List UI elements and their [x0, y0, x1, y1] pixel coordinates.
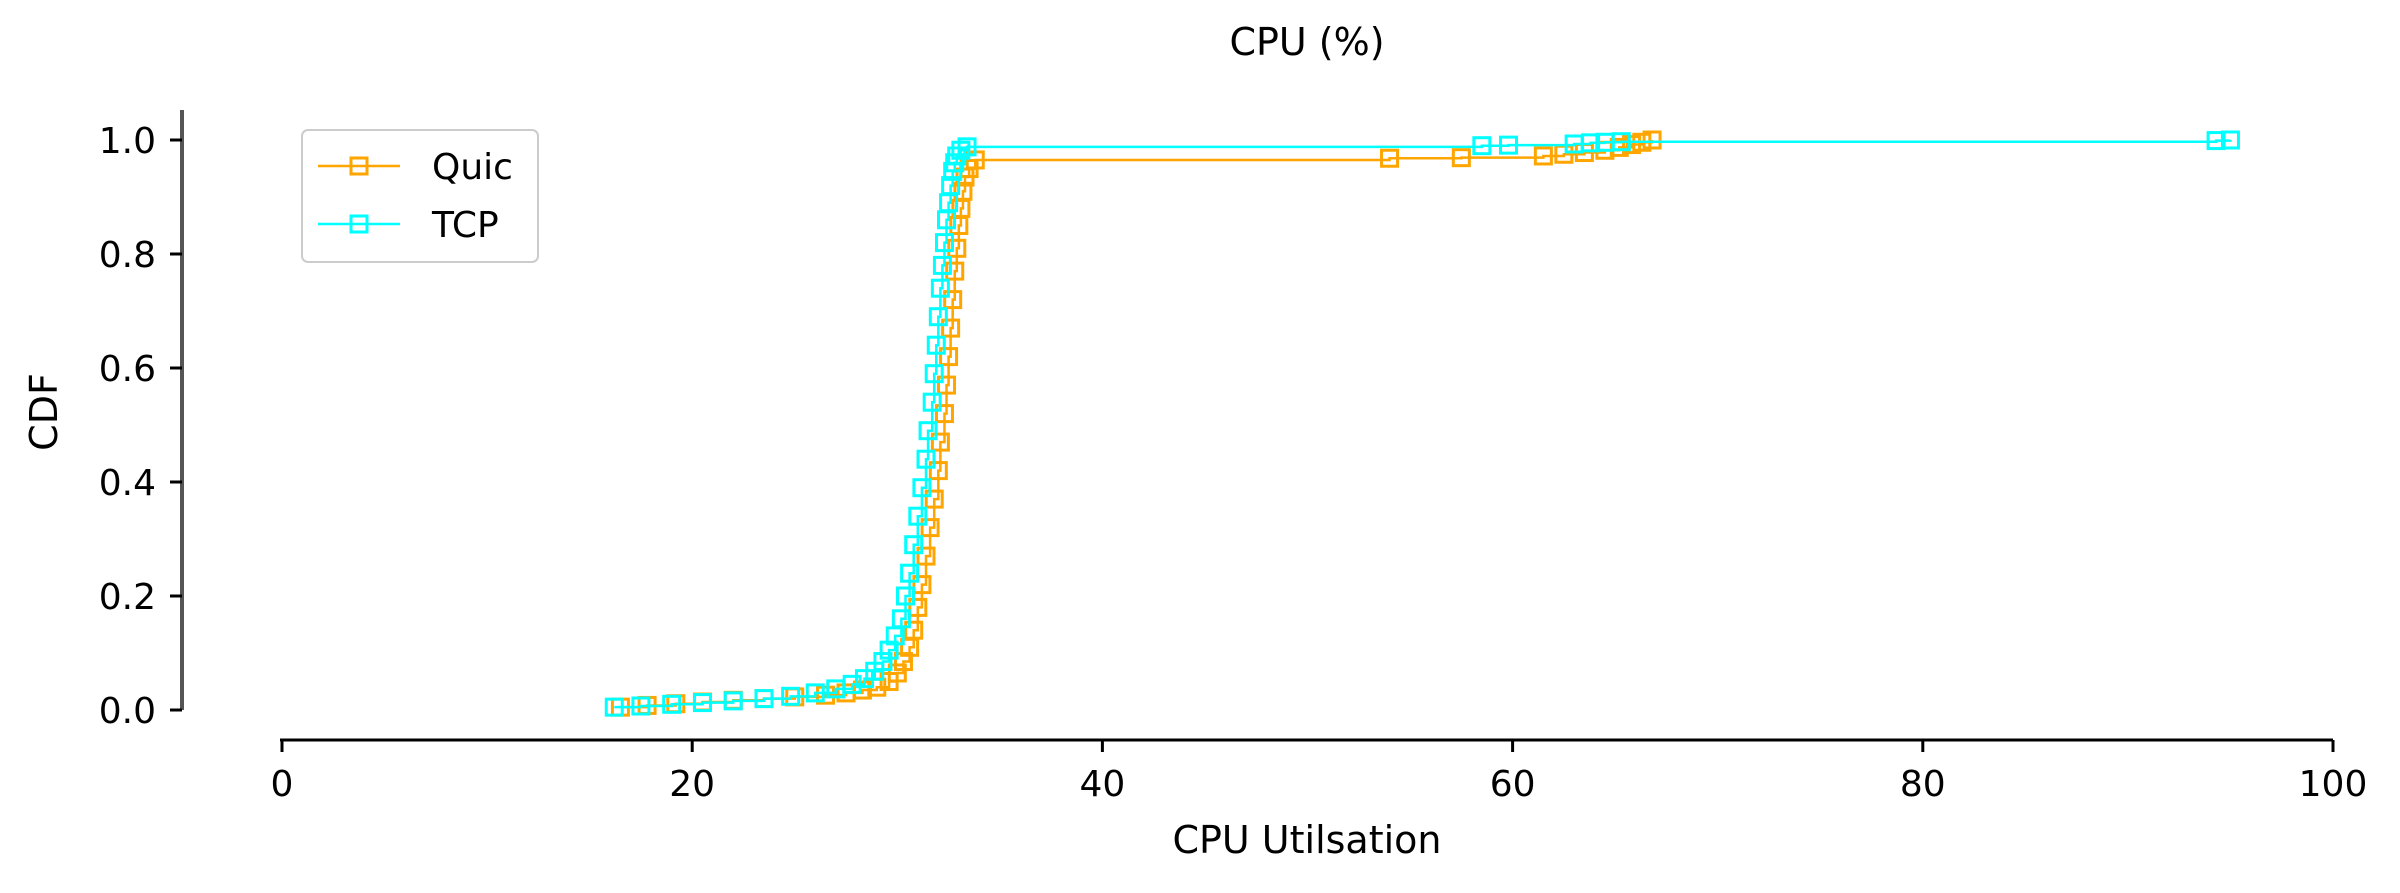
y-ticks: 0.0 0.2 0.4 0.6 0.8 1.0 — [99, 121, 182, 732]
data-point-quic — [937, 375, 957, 395]
data-point-tcp — [781, 686, 801, 706]
data-point-tcp — [1498, 135, 1518, 155]
x-axis-label: CPU Utilsation — [1172, 818, 1441, 862]
series-line-tcp — [614, 139, 2232, 709]
data-point-tcp — [2220, 130, 2240, 150]
data-point-tcp — [924, 364, 944, 384]
data-point-quic — [908, 597, 928, 617]
data-point-quic — [1451, 148, 1471, 168]
data-point-tcp — [842, 674, 862, 694]
data-point-tcp — [932, 255, 952, 275]
data-point-quic — [912, 575, 932, 595]
y-axis-label: CDF — [22, 373, 66, 451]
data-point-quic — [939, 347, 959, 367]
y-tick-label: 0.6 — [99, 349, 156, 390]
data-point-tcp — [908, 506, 928, 526]
data-point-quic — [852, 680, 872, 700]
data-point-tcp — [928, 307, 948, 327]
data-point-quic — [943, 290, 963, 310]
data-point-quic — [1642, 130, 1662, 150]
legend: Quic TCP — [301, 129, 539, 263]
legend-box — [301, 129, 539, 263]
data-point-tcp — [2206, 131, 2226, 151]
data-point-quic — [953, 181, 973, 201]
data-point-quic — [893, 652, 913, 672]
data-point-quic — [904, 620, 924, 640]
legend-marker-quic — [349, 156, 369, 176]
data-point-tcp — [922, 392, 942, 412]
data-point-tcp — [805, 683, 825, 703]
x-tick-label: 60 — [1490, 764, 1536, 805]
chart-title: CPU (%) — [1229, 20, 1384, 64]
data-point-quic — [920, 518, 940, 538]
data-point-quic — [930, 432, 950, 452]
data-point-tcp — [1611, 132, 1631, 152]
data-point-tcp — [900, 563, 920, 583]
x-ticks: 0 20 40 60 80 100 — [271, 740, 2368, 805]
data-point-quic — [1622, 135, 1642, 155]
data-point-quic — [887, 663, 907, 683]
data-point-tcp — [916, 449, 936, 469]
data-point-quic — [1609, 137, 1629, 157]
y-tick-label: 0.2 — [99, 577, 156, 618]
data-point-tcp — [918, 421, 938, 441]
data-point-tcp — [891, 609, 911, 629]
data-point-quic — [924, 489, 944, 509]
data-point-tcp — [951, 140, 971, 160]
data-point-quic — [1380, 148, 1400, 168]
series-line-quic — [620, 140, 1654, 709]
data-point-tcp — [879, 640, 899, 660]
x-tick-label: 0 — [271, 764, 294, 805]
x-tick-label: 80 — [1900, 764, 1946, 805]
data-point-tcp — [754, 689, 774, 709]
x-tick-label: 20 — [669, 764, 715, 805]
data-point-tcp — [1472, 136, 1492, 156]
x-tick-label: 40 — [1079, 764, 1125, 805]
data-point-quic — [941, 318, 961, 338]
data-point-tcp — [926, 335, 946, 355]
data-point-tcp — [941, 176, 961, 196]
data-point-quic — [947, 238, 967, 258]
data-point-tcp — [873, 652, 893, 672]
x-tick-label: 100 — [2299, 764, 2368, 805]
data-point-tcp — [896, 586, 916, 606]
data-point-tcp — [723, 691, 743, 711]
legend-label-tcp: TCP — [431, 205, 499, 246]
data-point-tcp — [904, 535, 924, 555]
legend-marker-tcp — [349, 214, 369, 234]
y-tick-label: 0.4 — [99, 463, 156, 504]
plot-series — [604, 130, 2240, 717]
data-point-quic — [934, 404, 954, 424]
data-point-tcp — [912, 478, 932, 498]
data-point-quic — [1533, 146, 1553, 166]
data-point-quic — [945, 261, 965, 281]
data-point-tcp — [934, 233, 954, 253]
data-point-quic — [816, 685, 836, 705]
data-point-tcp — [957, 137, 977, 157]
data-point-quic — [916, 546, 936, 566]
legend-label-quic: Quic — [432, 147, 513, 188]
data-point-quic — [928, 461, 948, 481]
data-point-tcp — [662, 694, 682, 714]
y-tick-label: 0.0 — [99, 691, 156, 732]
data-point-tcp — [930, 278, 950, 298]
data-point-tcp — [1581, 133, 1601, 153]
data-point-tcp — [631, 696, 651, 716]
y-tick-label: 0.8 — [99, 235, 156, 276]
y-tick-label: 1.0 — [99, 121, 156, 162]
data-point-tcp — [604, 697, 624, 717]
data-point-tcp — [692, 693, 712, 713]
